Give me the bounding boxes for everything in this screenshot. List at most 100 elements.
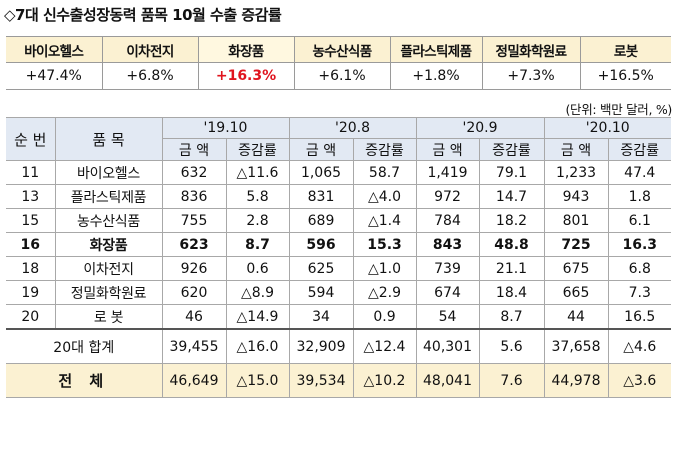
table-cell: 623 bbox=[161, 232, 227, 257]
table-cell: 943 bbox=[543, 184, 609, 209]
page-title: ◇7대 신수출성장동력 품목 10월 수출 증감률 bbox=[4, 6, 282, 24]
row-item-name: 농수산식품 bbox=[54, 208, 163, 233]
table-cell: 675 bbox=[543, 256, 609, 281]
table-cell: 972 bbox=[415, 184, 480, 209]
table-cell: 5.6 bbox=[478, 328, 545, 364]
table-cell: 46 bbox=[161, 304, 227, 330]
table-cell: 801 bbox=[543, 208, 609, 233]
table-cell: △14.9 bbox=[225, 304, 290, 330]
table-cell: 7.3 bbox=[607, 280, 671, 305]
subtotal-row: 20대 합계 39,455 △16.0 32,909 △12.4 40,301 … bbox=[6, 328, 671, 364]
row-number: 19 bbox=[6, 280, 56, 305]
summary-header: 로봇 bbox=[579, 36, 671, 63]
table-row: 18 이차전지 926 0.6 625 △1.0 739 21.1 675 6.8 bbox=[6, 256, 671, 281]
table-cell: 632 bbox=[161, 160, 227, 185]
table-cell: 755 bbox=[161, 208, 227, 233]
table-cell: △4.0 bbox=[352, 184, 417, 209]
row-item-name: 바이오헬스 bbox=[54, 160, 163, 185]
table-cell: 665 bbox=[543, 280, 609, 305]
table-cell: 32,909 bbox=[288, 328, 354, 364]
table-cell: 1.8 bbox=[607, 184, 671, 209]
row-item-name: 화장품 bbox=[54, 232, 163, 257]
summary-header: 이차전지 bbox=[101, 36, 199, 63]
summary-value: +6.1% bbox=[293, 62, 391, 90]
table-cell: 8.7 bbox=[225, 232, 290, 257]
export-table: 순 번 품 목 '19.10 '20.8 '20.9 '20.10 금 액 증감… bbox=[6, 117, 671, 398]
total-label: 전 체 bbox=[6, 363, 163, 398]
table-cell: 58.7 bbox=[352, 160, 417, 185]
table-cell: 5.8 bbox=[225, 184, 290, 209]
column-header-rate: 증감률 bbox=[352, 138, 417, 161]
table-cell: 48,041 bbox=[415, 363, 480, 398]
row-number: 20 bbox=[6, 304, 56, 330]
table-cell: 6.8 bbox=[607, 256, 671, 281]
table-cell: 625 bbox=[288, 256, 354, 281]
summary-value: +1.8% bbox=[389, 62, 483, 90]
table-cell: 14.7 bbox=[478, 184, 545, 209]
row-number: 18 bbox=[6, 256, 56, 281]
table-cell: 926 bbox=[161, 256, 227, 281]
table-cell: 44,978 bbox=[543, 363, 609, 398]
table-cell: △8.9 bbox=[225, 280, 290, 305]
table-cell: 15.3 bbox=[352, 232, 417, 257]
summary-header: 바이오헬스 bbox=[6, 36, 103, 63]
table-cell: △4.6 bbox=[607, 328, 671, 364]
table-cell: △11.6 bbox=[225, 160, 290, 185]
table-cell: △16.0 bbox=[225, 328, 290, 364]
table-row: 11 바이오헬스 632 △11.6 1,065 58.7 1,419 79.1 1,233 47… bbox=[6, 160, 671, 185]
table-cell: 46,649 bbox=[161, 363, 227, 398]
table-cell: 79.1 bbox=[478, 160, 545, 185]
table-row: 16 화장품 623 8.7 596 15.3 843 48.8 725 16.3 bbox=[6, 232, 671, 257]
row-item-name: 로 봇 bbox=[54, 304, 163, 330]
table-cell: △12.4 bbox=[352, 328, 417, 364]
row-item-name: 정밀화학원료 bbox=[54, 280, 163, 305]
table-cell: 674 bbox=[415, 280, 480, 305]
table-cell: 40,301 bbox=[415, 328, 480, 364]
header-row-periods: 순 번 품 목 '19.10 '20.8 '20.9 '20.10 bbox=[6, 117, 671, 161]
column-header-amount: 금 액 bbox=[415, 138, 480, 161]
table-row: 19 정밀화학원료 620 △8.9 594 △2.9 674 18.4 665 7.3 bbox=[6, 280, 671, 305]
summary-value-row: +47.4% +6.8% +16.3% +6.1% +1.8% +7.3% +1… bbox=[6, 62, 671, 90]
table-cell: 39,455 bbox=[161, 328, 227, 364]
column-header-period: '19.10 bbox=[161, 117, 290, 139]
table-cell: 2.8 bbox=[225, 208, 290, 233]
table-cell: 725 bbox=[543, 232, 609, 257]
table-cell: 1,233 bbox=[543, 160, 609, 185]
table-cell: 831 bbox=[288, 184, 354, 209]
table-cell: 689 bbox=[288, 208, 354, 233]
summary-header: 정밀화학원료 bbox=[481, 36, 581, 63]
header-row-sub: 금 액 증감률 금 액 증감률 금 액 증감률 금 액 증감률 bbox=[6, 138, 671, 161]
table-cell: 7.6 bbox=[478, 363, 545, 398]
summary-header: 농수산식품 bbox=[293, 36, 391, 63]
table-row: 15 농수산식품 755 2.8 689 △1.4 784 18.2 801 6.1 bbox=[6, 208, 671, 233]
table-cell: 1,065 bbox=[288, 160, 354, 185]
table-cell: 784 bbox=[415, 208, 480, 233]
column-header-rate: 증감률 bbox=[225, 138, 290, 161]
table-cell: 54 bbox=[415, 304, 480, 330]
table-cell: 0.9 bbox=[352, 304, 417, 330]
summary-value: +6.8% bbox=[101, 62, 199, 90]
table-cell: 47.4 bbox=[607, 160, 671, 185]
table-cell: 18.4 bbox=[478, 280, 545, 305]
column-header-period: '20.10 bbox=[543, 117, 671, 139]
table-cell: 620 bbox=[161, 280, 227, 305]
table-cell: 39,534 bbox=[288, 363, 354, 398]
summary-value: +7.3% bbox=[481, 62, 581, 90]
table-cell: 34 bbox=[288, 304, 354, 330]
summary-table: 바이오헬스 이차전지 화장품 농수산식품 플라스틱제품 정밀화학원료 로봇 +4… bbox=[6, 36, 671, 90]
column-header-no: 순 번 bbox=[6, 117, 56, 161]
column-header-amount: 금 액 bbox=[543, 138, 609, 161]
table-row: 13 플라스틱제품 836 5.8 831 △4.0 972 14.7 943 1.8 bbox=[6, 184, 671, 209]
table-cell: 21.1 bbox=[478, 256, 545, 281]
table-cell: 8.7 bbox=[478, 304, 545, 330]
table-row: 20 로 봇 46 △14.9 34 0.9 54 8.7 44 16.5 bbox=[6, 304, 671, 330]
summary-header: 화장품 bbox=[197, 36, 295, 63]
table-cell: 16.3 bbox=[607, 232, 671, 257]
table-cell: 37,658 bbox=[543, 328, 609, 364]
table-cell: △1.4 bbox=[352, 208, 417, 233]
column-header-item: 품 목 bbox=[54, 117, 163, 161]
table-cell: 843 bbox=[415, 232, 480, 257]
row-number: 15 bbox=[6, 208, 56, 233]
total-row: 전 체 46,649 △15.0 39,534 △10.2 48,041 7.6… bbox=[6, 363, 671, 398]
row-item-name: 플라스틱제품 bbox=[54, 184, 163, 209]
